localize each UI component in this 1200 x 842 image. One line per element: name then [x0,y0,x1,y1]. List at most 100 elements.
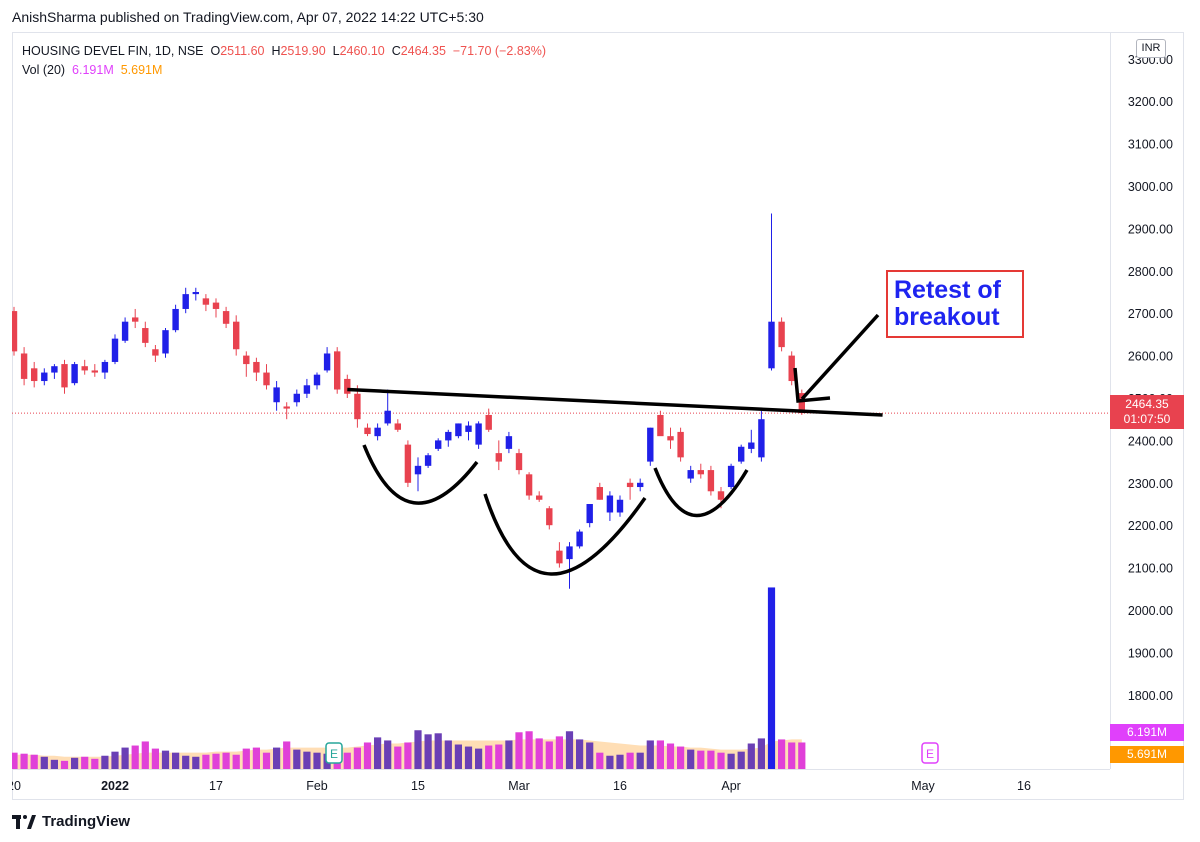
volume-bar [464,746,473,769]
volume-bar [505,740,513,769]
candle-body [233,321,240,350]
time-tick-label: 2022 [101,779,129,793]
volume-bar [50,759,58,769]
volume-bar [212,753,220,769]
candle-body [505,436,513,449]
price-tick-label: 2400.00 [1128,434,1173,448]
volume-ma-tag: 5.691M [1110,746,1184,763]
volume-bar [81,756,89,769]
volume-bar [778,739,786,769]
candle-body [51,366,58,373]
volume-bar [151,748,159,769]
time-tick-label: 16 [1017,779,1031,793]
volume-bar [141,741,149,769]
candle-body [121,321,129,341]
price-tick-label: 3000.00 [1128,180,1173,194]
candle-body [142,328,149,343]
candle-body [596,487,603,500]
last-price-tag: 2464.35 01:07:50 [1110,395,1184,430]
volume-bar [232,754,240,769]
volume-bar [727,753,735,769]
candle-body [334,351,341,390]
time-tick-label: May [911,779,935,793]
volume-label[interactable]: Vol (20) [22,63,66,77]
volume-bar [545,741,553,769]
time-tick-label: Feb [306,779,328,793]
volume-bar [586,742,594,769]
volume-bar [71,757,79,769]
volume-bar [182,755,190,769]
close-value: 2464.35 [400,44,446,58]
candle-body [20,353,28,379]
candle-body [253,361,260,373]
candle-body [768,321,775,369]
candle-body [404,444,412,483]
time-tick-label: Mar [508,779,530,793]
volume-bar [636,752,644,769]
volume-bar [515,732,523,769]
candle-body [748,442,755,449]
candle-body [364,427,371,435]
volume-bar [485,745,493,769]
volume-bar [20,753,28,769]
volume-bar [475,748,483,769]
candle-body [162,330,169,354]
volume-bar [293,749,301,769]
symbol-label[interactable]: HOUSING DEVEL FIN, 1D, NSE [22,44,204,58]
candle-body [495,453,502,462]
volume-bar [374,737,382,769]
price-tick-label: 3100.00 [1128,138,1173,152]
candle-body [202,298,210,305]
volume-bar [273,747,281,769]
candle-body [101,361,109,373]
time-tick-label: Apr [721,779,740,793]
volume-bar [606,755,614,769]
candle-body [111,338,119,362]
candle-body [435,440,442,449]
left-shoulder-curve [362,444,479,505]
candle-body [273,387,280,403]
head-curve [483,493,647,576]
candle-body [71,364,78,384]
candle-body [344,378,351,394]
time-axis[interactable]: 20 2022 17 Feb 15 Mar 16 Apr May 16 [7,769,1110,800]
volume-bar [384,740,392,769]
volume-bar [353,747,361,769]
footer-brand[interactable]: TradingView [12,813,130,830]
high-label: H [271,44,281,58]
volume-bar [172,752,180,769]
volume-bar [656,740,664,769]
candle-body [697,470,704,475]
candle-body [556,550,563,564]
volume-bar [626,752,634,769]
candle-body [323,353,331,371]
candle-body [455,423,462,437]
ohlc-legend: HOUSING DEVEL FIN, 1D, NSE O2511.60 H251… [22,42,546,61]
volume-bar [343,752,351,769]
candle-body [293,393,300,403]
candle-body [263,372,270,386]
bar-countdown: 01:07:50 [1123,412,1171,427]
currency-button[interactable]: INR [1136,39,1166,58]
low-label: L [332,44,340,58]
candle-body [727,465,735,488]
volume-bar [161,750,170,769]
retest-arrow-shaft [800,313,880,401]
volume-bar [192,756,200,769]
volume-bar [697,750,705,769]
volume-bar [313,752,321,769]
upcoming-earnings-marker-box [921,742,939,764]
retest-arrow-head [793,367,831,403]
volume-bar [60,760,69,769]
candle-body [758,419,765,458]
candle-body [374,427,381,437]
candle-body [313,374,321,386]
annotation-callout: Retest of breakout [886,270,1024,338]
volume-bar [535,738,543,769]
open-value: 2511.60 [220,44,265,58]
candle-body [465,425,472,432]
candle-body [41,372,48,382]
volume-bar [596,752,604,769]
